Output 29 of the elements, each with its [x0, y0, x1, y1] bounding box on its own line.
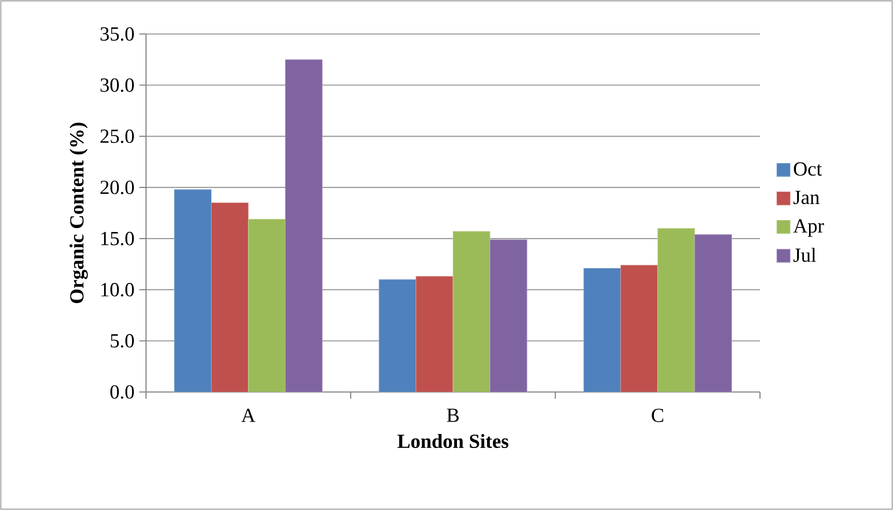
y-tick-label: 0.0 — [110, 385, 134, 399]
legend-label: Apr — [793, 219, 824, 237]
bar — [248, 218, 286, 392]
y-tick-label: 30.0 — [100, 78, 134, 92]
y-tick-label: 5.0 — [110, 334, 134, 348]
x-tick-label: C — [652, 408, 664, 422]
bar — [211, 202, 249, 392]
y-tick-label: 35.0 — [100, 27, 134, 41]
bar — [285, 59, 323, 392]
bar — [620, 264, 658, 392]
legend-label: Oct — [794, 162, 822, 176]
x-tick-label: B — [446, 408, 459, 422]
bar — [583, 268, 621, 392]
y-tick-label: 20.0 — [100, 180, 134, 194]
bar — [490, 239, 528, 392]
x-tick-label: A — [241, 408, 256, 422]
y-tick-label: 10.0 — [101, 282, 134, 297]
legend-label: Jan — [793, 190, 820, 204]
y-tick-label: 15.0 — [101, 232, 134, 246]
bar — [657, 228, 695, 392]
bar — [452, 231, 490, 392]
bar — [416, 276, 454, 392]
bar — [174, 189, 212, 392]
legend-label: Jul — [793, 248, 816, 262]
bar — [378, 279, 416, 392]
x-axis-title: London Sites — [397, 434, 508, 448]
y-tick-label: 25.0 — [100, 129, 134, 144]
bar — [694, 234, 732, 392]
y-axis-title: Organic Content (%) — [70, 122, 88, 304]
